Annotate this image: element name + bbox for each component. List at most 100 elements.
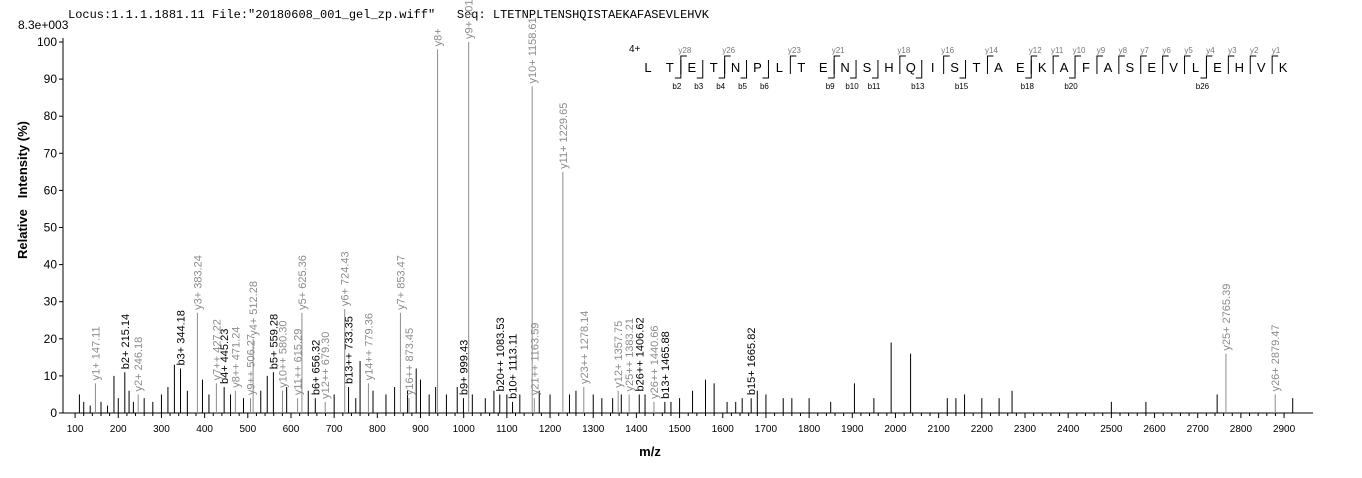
peak-label: y26+ 2879.47 (1270, 324, 1282, 391)
x-tick-label: 100 (67, 424, 84, 435)
y-label: y9 (1097, 46, 1106, 55)
y-tick-label: 90 (44, 72, 58, 86)
peak-label: y25+ 2765.39 (1221, 284, 1233, 351)
peak-label: y23++ 1278.14 (579, 311, 591, 384)
y-cleavage (1030, 55, 1038, 74)
y-label: y7 (1141, 46, 1150, 55)
peak-label: b13+ 1465.88 (660, 331, 672, 399)
y-cleavage (680, 55, 687, 74)
y-label: y16 (941, 46, 954, 55)
y-label: y3 (1228, 46, 1237, 55)
residue: T (710, 60, 718, 75)
residue: N (731, 60, 740, 75)
b-label: b10 (845, 82, 859, 91)
y-label: y12 (1029, 46, 1042, 55)
y-label: y23 (788, 46, 801, 55)
residue: E (819, 60, 828, 75)
x-tick-label: 700 (326, 424, 343, 435)
x-tick-label: 1700 (755, 424, 778, 435)
y-tick-label: 20 (44, 332, 58, 346)
x-tick-label: 2300 (1014, 424, 1037, 435)
peak-label: y25++ 1383.21 (624, 318, 636, 391)
peak-label: y10++ 580.30 (277, 320, 289, 387)
y-label: y1 (1272, 46, 1281, 55)
x-tick-label: 2800 (1230, 424, 1253, 435)
x-tick-label: 1800 (798, 424, 821, 435)
peak-label: y7++ 427.22 (211, 319, 223, 380)
y-label: y5 (1184, 46, 1193, 55)
y-cleavage (899, 55, 906, 74)
y-axis-label: Relative Intensity (%) (15, 121, 30, 259)
y-cleavage (724, 55, 731, 74)
peak-label: y9+ 1011.52 (464, 0, 476, 39)
y-cleavage (1052, 55, 1060, 74)
y-tick-label: 50 (44, 221, 58, 235)
peak-label: y11++ 615.29 (293, 329, 305, 395)
y-cleavage (1096, 55, 1103, 74)
peak-label: y12+ 1357.75 (613, 321, 625, 388)
peak-label: b26++ 1406.62 (634, 317, 646, 391)
peak-label: y10+ 1158.61 (527, 17, 539, 83)
y-cleavage (789, 55, 797, 74)
b-cleavage (871, 60, 879, 79)
b-label: b3 (694, 82, 703, 91)
peak-label: y9++ 506.27 (246, 334, 258, 395)
b-label: b2 (672, 82, 681, 91)
x-tick-label: 1600 (712, 424, 735, 435)
peak-label: y12++ 679.30 (320, 332, 332, 399)
residue: T (666, 60, 674, 75)
x-tick-label: 1300 (582, 424, 605, 435)
y-tick-label: 70 (44, 146, 58, 160)
residue: T (973, 60, 981, 75)
y-tick-label: 60 (44, 183, 58, 197)
peak-label: y8+ (433, 28, 445, 46)
peak-label: y4+ 512.28 (248, 281, 260, 336)
residue: A (1060, 60, 1069, 75)
peak-label: b3+ 344.18 (176, 310, 188, 365)
b-cleavage (959, 60, 967, 79)
x-tick-label: 2500 (1100, 424, 1123, 435)
x-tick-label: 1900 (841, 424, 864, 435)
residue: S (863, 60, 872, 75)
b-label: b4 (716, 82, 725, 91)
peak-label: b4+ 445.23 (219, 329, 231, 384)
y-label: y26 (722, 46, 735, 55)
y-cleavage (1140, 55, 1147, 74)
peak-label: y7+ 853.47 (395, 255, 407, 310)
residue: S (950, 60, 959, 75)
b-cleavage (850, 60, 857, 79)
y-cleavage (1227, 55, 1235, 74)
residue: H (884, 60, 893, 75)
residue: E (1213, 60, 1222, 75)
b-label: b9 (826, 82, 835, 91)
y-label: y2 (1250, 46, 1259, 55)
peak-label: b6+ 656.32 (310, 340, 322, 395)
b-cleavage (915, 60, 923, 79)
y-cleavage (1162, 55, 1169, 74)
b-cleavage (674, 60, 682, 79)
y-label: y4 (1206, 46, 1215, 55)
peak-label: y3+ 383.24 (192, 255, 204, 310)
residue: S (1125, 60, 1134, 75)
residue: H (1235, 60, 1244, 75)
x-tick-label: 200 (110, 424, 127, 435)
peak-label: y5+ 625.36 (297, 255, 309, 310)
y-cleavage (1271, 55, 1279, 74)
y-label: y14 (985, 46, 998, 55)
b-cleavage (828, 60, 835, 79)
y-tick-label: 10 (44, 369, 58, 383)
residue: A (994, 60, 1003, 75)
residue: F (1082, 60, 1090, 75)
x-tick-label: 2000 (884, 424, 907, 435)
x-tick-label: 2900 (1273, 424, 1296, 435)
x-tick-label: 1200 (539, 424, 562, 435)
y-label: y8 (1119, 46, 1128, 55)
y-cleavage (1249, 55, 1257, 74)
residue: L (1192, 60, 1199, 75)
b-label: b26 (1196, 82, 1210, 91)
y-cleavage (1205, 55, 1213, 74)
peak-label: y1+ 147.11 (90, 326, 102, 380)
peak-label: b2+ 215.14 (120, 314, 132, 369)
b-cleavage (1069, 60, 1076, 79)
